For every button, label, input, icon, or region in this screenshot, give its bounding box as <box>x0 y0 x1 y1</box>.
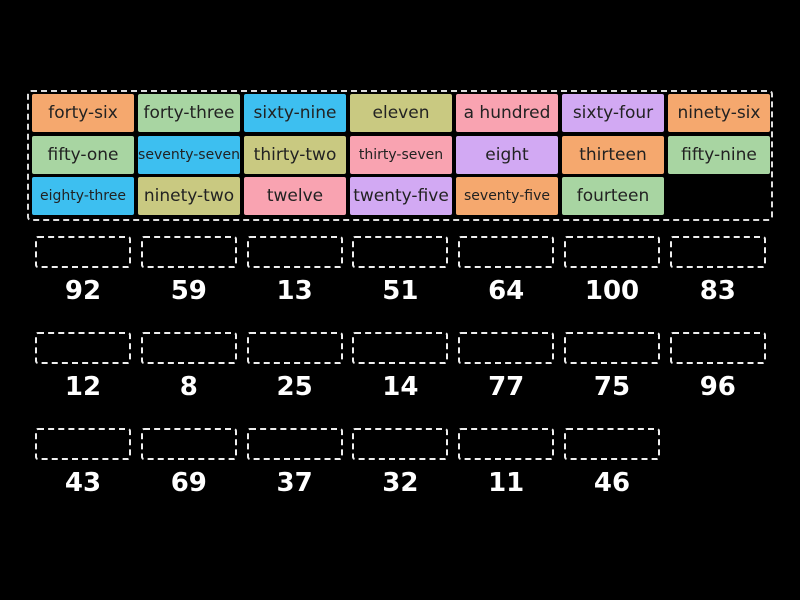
drop-zone[interactable] <box>564 332 660 364</box>
target-number: 14 <box>382 372 419 402</box>
answer-tile[interactable]: eleven <box>350 94 452 132</box>
answer-tile[interactable]: eighty-three <box>32 177 134 215</box>
target-number: 77 <box>488 372 525 402</box>
target-number: 11 <box>488 468 525 498</box>
target-number: 100 <box>584 276 640 306</box>
drop-zone[interactable] <box>35 236 131 268</box>
answer-tile[interactable]: seventy-five <box>456 177 558 215</box>
answer-tile[interactable]: eight <box>456 135 558 174</box>
drop-zone[interactable] <box>669 332 766 364</box>
drop-zone[interactable] <box>669 236 766 268</box>
drop-zone[interactable] <box>352 236 449 268</box>
drop-zone[interactable] <box>140 428 237 460</box>
drop-zone[interactable] <box>458 236 555 268</box>
answer-tile[interactable]: sixty-nine <box>244 94 346 132</box>
answer-tile[interactable]: sixty-four <box>562 94 664 132</box>
drop-zone[interactable] <box>352 428 449 460</box>
target-number: 64 <box>488 276 525 306</box>
drop-zone[interactable] <box>35 332 131 364</box>
target-number: 46 <box>593 468 631 498</box>
drop-zone[interactable] <box>35 428 131 460</box>
target-number: 37 <box>276 468 313 498</box>
target-number: 59 <box>170 276 207 306</box>
target-number: 69 <box>170 468 207 498</box>
target-number: 43 <box>64 468 102 498</box>
drop-zone[interactable] <box>140 332 237 364</box>
target-number: 12 <box>64 372 102 402</box>
tile-pool <box>27 90 773 221</box>
target-number: 8 <box>179 372 198 402</box>
drop-zone[interactable] <box>458 428 555 460</box>
target-number: 96 <box>699 372 736 402</box>
drop-zone[interactable] <box>564 236 660 268</box>
drop-zone[interactable] <box>564 428 660 460</box>
drop-zone[interactable] <box>140 236 237 268</box>
target-number: 25 <box>276 372 313 402</box>
answer-tile[interactable]: forty-six <box>32 94 134 132</box>
answer-tile[interactable]: twenty-five <box>350 177 452 215</box>
target-number: 83 <box>699 276 736 306</box>
answer-tile[interactable]: ninety-six <box>668 94 770 132</box>
answer-tile[interactable]: ninety-two <box>138 177 240 215</box>
drop-zone[interactable] <box>458 332 555 364</box>
target-number: 13 <box>276 276 313 306</box>
answer-tile[interactable]: forty-three <box>138 94 240 132</box>
drop-zone[interactable] <box>246 428 343 460</box>
target-number: 92 <box>64 276 102 306</box>
answer-tile[interactable]: twelve <box>244 177 346 215</box>
answer-tile[interactable]: thirty-two <box>244 135 346 174</box>
answer-tile[interactable]: thirty-seven <box>350 135 452 174</box>
answer-tile[interactable]: fourteen <box>562 177 664 215</box>
answer-tile[interactable]: fifty-one <box>32 135 134 174</box>
drop-zone[interactable] <box>352 332 449 364</box>
target-number: 51 <box>382 276 419 306</box>
drop-zone[interactable] <box>246 332 343 364</box>
answer-tile[interactable]: seventy-seven <box>138 135 240 174</box>
target-number: 75 <box>593 372 631 402</box>
target-number: 32 <box>382 468 419 498</box>
drop-zone[interactable] <box>246 236 343 268</box>
answer-tile[interactable]: fifty-nine <box>668 135 770 174</box>
answer-tile[interactable]: a hundred <box>456 94 558 132</box>
answer-tile[interactable]: thirteen <box>562 135 664 174</box>
